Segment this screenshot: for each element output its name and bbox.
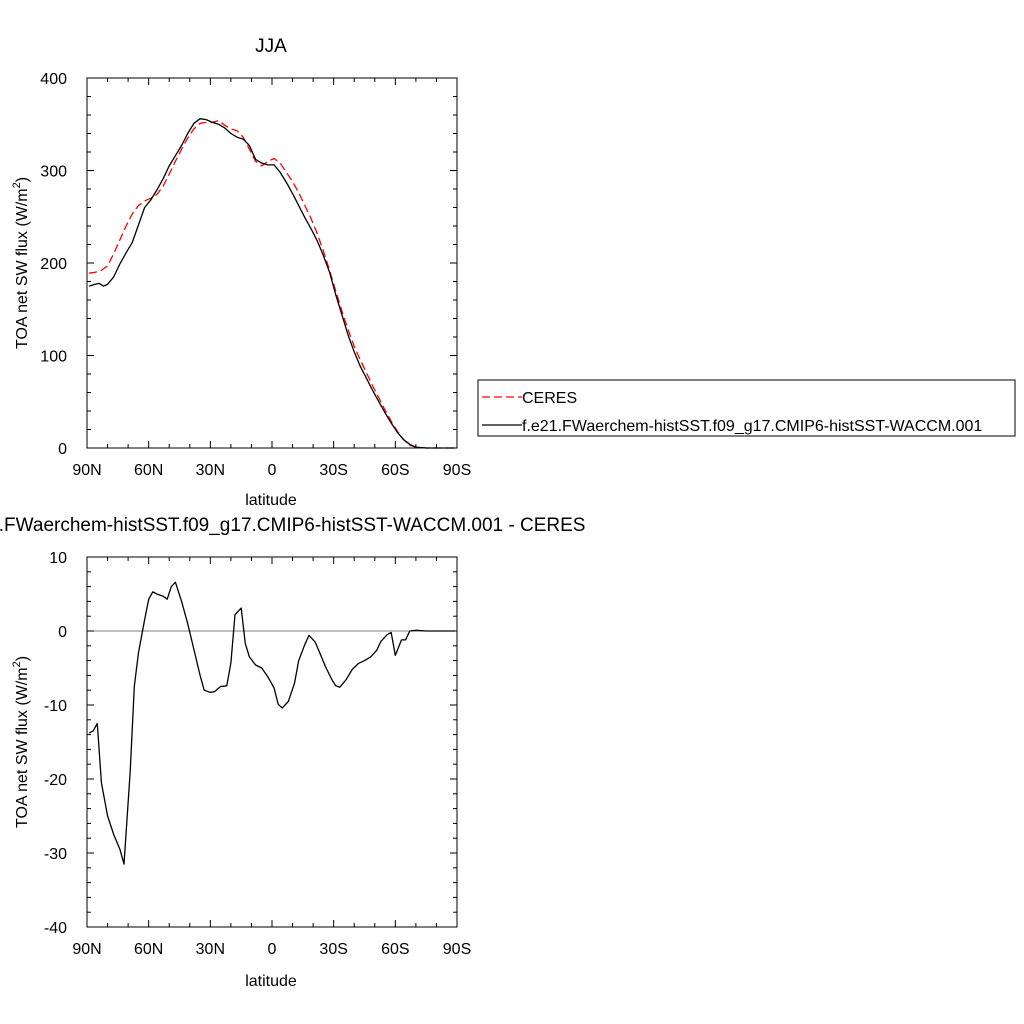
top-x-tick-label: 30S (319, 462, 347, 479)
top-y-tick-label: 300 (40, 164, 67, 181)
bottom-x-tick-label: 30S (319, 941, 347, 958)
bottom-x-tick-label: 60S (381, 941, 409, 958)
bottom-y-tick-label: 0 (58, 624, 67, 641)
legend-label-ceres: CERES (522, 390, 577, 407)
top-x-tick-label: 60S (381, 462, 409, 479)
bottom-y-tick-label: -40 (44, 920, 67, 937)
top-x-tick-label: 90N (72, 462, 101, 479)
legend-label-model: f.e21.FWaerchem-histSST.f09_g17.CMIP6-hi… (522, 418, 982, 435)
top-series-line-0 (89, 119, 455, 449)
bottom-chart: f.e21.FWaerchem-histSST.f09_g17.CMIP6-hi… (0, 515, 585, 990)
top-x-axis-label: latitude (245, 492, 297, 509)
top-x-tick-label: 0 (268, 462, 277, 479)
top-y-tick-label: 400 (40, 71, 67, 88)
bottom-series-line-0 (88, 581, 455, 865)
top-y-axis-label: TOA net SW flux (W/m2) (11, 177, 31, 349)
bottom-y-tick-label: 10 (49, 550, 67, 567)
top-x-tick-label: 90S (443, 462, 471, 479)
bottom-x-tick-label: 90S (443, 941, 471, 958)
top-plot-frame (86, 77, 458, 449)
top-y-tick-label: 0 (58, 441, 67, 458)
bottom-plot-frame (86, 556, 458, 928)
bottom-chart-title: f.e21.FWaerchem-histSST.f09_g17.CMIP6-hi… (0, 515, 585, 536)
top-series-line-1 (88, 118, 455, 449)
bottom-y-tick-label: -20 (44, 772, 67, 789)
bottom-plot-area: 90N 60N 30N 0 30S 60S 90S -40 -30 -20 -10 0 10 (44, 550, 471, 958)
bottom-y-axis-label: TOA net SW flux (W/m2) (11, 656, 31, 828)
top-x-tick-label: 30N (196, 462, 225, 479)
top-plot-area: 90N 60N 30N 0 30S 60S 90S 0 100 200 300 400 (40, 71, 471, 479)
top-chart: JJA 90N 60N 30N 0 30S 60S 90S 0 100 200 300 400 lat… (11, 36, 1016, 509)
bottom-y-tick-label: -30 (44, 846, 67, 863)
legend: CERES f.e21.FWaerchem-histSST.f09_g17.CM… (477, 379, 1016, 437)
bottom-y-tick-label: -10 (44, 698, 67, 715)
bottom-x-axis-label: latitude (245, 973, 297, 990)
bottom-x-tick-label: 0 (268, 941, 277, 958)
top-x-tick-label: 60N (134, 462, 163, 479)
top-y-tick-label: 200 (40, 256, 67, 273)
bottom-x-tick-label: 30N (196, 941, 225, 958)
legend-box (477, 379, 1016, 437)
bottom-x-tick-label: 90N (72, 941, 101, 958)
top-chart-title: JJA (255, 36, 287, 57)
top-y-tick-label: 100 (40, 349, 67, 366)
bottom-x-tick-label: 60N (134, 941, 163, 958)
